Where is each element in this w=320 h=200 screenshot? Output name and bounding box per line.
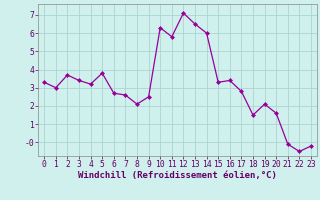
X-axis label: Windchill (Refroidissement éolien,°C): Windchill (Refroidissement éolien,°C) — [78, 171, 277, 180]
